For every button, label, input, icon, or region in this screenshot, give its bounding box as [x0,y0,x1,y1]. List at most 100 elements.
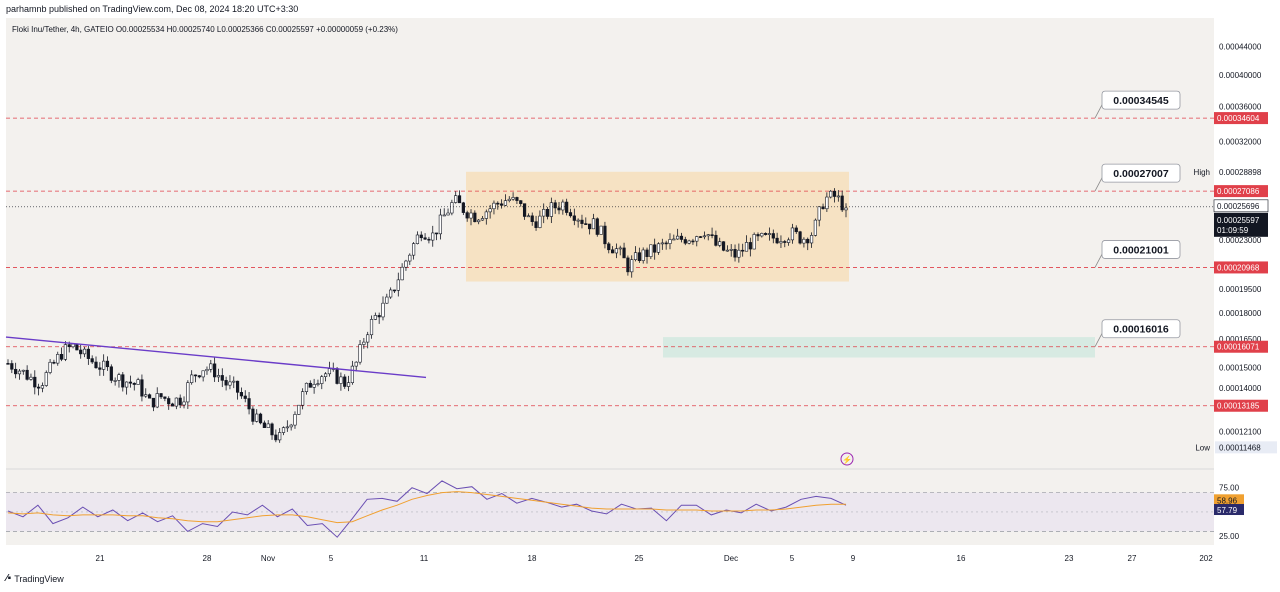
rsi-series-0 [7,480,847,538]
price-axis[interactable] [1214,18,1280,568]
candle-body [607,243,611,251]
candle [714,230,718,247]
x-tick-label: 16 [957,554,966,563]
candle-body [304,382,309,392]
candle [373,312,377,321]
candle [783,239,787,248]
candle [775,232,779,245]
candle-body [687,240,691,244]
candle-body [477,219,481,223]
candle [320,374,324,390]
candle-body [396,279,400,291]
x-tick-label: 28 [203,554,212,563]
candle [224,376,228,391]
candle-body [714,234,718,246]
symbol-name: Floki Inu/Tether, 4h, GATEIO [12,25,114,34]
candle-body [323,373,328,377]
candle-body [676,235,680,240]
candle-body [86,348,90,359]
candle [354,361,358,372]
candle [190,370,194,385]
candle-body [59,354,64,360]
candle [595,217,599,237]
candle-body [787,239,791,243]
level-badge-4 [1214,399,1268,412]
candle-body [565,201,569,213]
candle-body [603,225,607,245]
high-label: High [1194,168,1210,177]
candle [151,397,156,412]
candle [136,377,140,385]
candle [201,370,205,382]
candle [473,210,477,223]
candle [840,190,844,212]
candle-body [10,363,14,370]
candle [653,238,657,260]
candle-body [170,403,175,407]
candle [377,312,381,324]
lightning-glyph: ⚡ [842,455,852,465]
candle-body [297,404,301,415]
candle [836,190,840,202]
x-tick-label: Nov [261,554,275,563]
candle-body [125,381,129,388]
candle [343,374,347,389]
rsi-ma-value: 58.96 [1217,496,1238,505]
candle [660,238,664,250]
x-tick-label: 5 [790,554,795,563]
candle-body [132,382,136,385]
candle [442,208,446,217]
candle [197,375,201,379]
candle-body [209,363,213,370]
candle [381,296,385,321]
level-badge-label-0: 0.00034604 [1217,114,1260,123]
callout-label-0: 0.00034545 [1113,95,1169,107]
y-tick-label: 0.00019500 [1219,285,1262,294]
candle [304,382,309,395]
candle-body [350,365,354,383]
candle-body [52,361,56,364]
callout-label-1: 0.00027007 [1113,168,1169,180]
candle-body [262,422,266,428]
candle-body [56,354,60,364]
candle-body [136,379,140,385]
candle-body [480,218,485,221]
y-tick-label: 0.00044000 [1219,42,1262,51]
candle-body [366,334,370,343]
candle-body [381,302,385,318]
candle-body [82,348,87,355]
candle [465,210,469,222]
candle-body [752,234,756,250]
candle [649,244,653,260]
time-axis[interactable] [6,545,1214,568]
chart-pane[interactable] [6,18,1214,568]
candle [599,225,603,235]
level-badge-0 [1214,112,1268,125]
candle [109,364,113,384]
tradingview-mark-icon: ⁄▪ [6,573,12,584]
candle-body [415,234,420,244]
candle-body [522,203,527,217]
candle [821,203,825,210]
candle-body [243,395,247,399]
callout-box-1 [1101,163,1181,183]
rsi-series-1 [7,491,846,524]
candle-body [679,235,684,240]
candle-body [817,206,821,221]
candle [346,375,351,392]
candle-body [633,252,638,260]
candle [626,255,630,276]
candle [561,199,565,215]
candle-body [832,190,837,197]
candle [205,366,209,375]
candle-body [182,401,186,406]
candle [159,393,163,399]
candle-body [216,375,221,378]
bar-countdown: 01:09:59 [1217,226,1249,235]
tradingview-logo[interactable]: ⁄▪ TradingView [6,573,64,584]
candle-body [588,223,592,230]
candle-body [511,197,515,200]
symbol-legend: Floki Inu/Tether, 4h, GATEIO O0.00025534… [12,25,398,34]
candle-body [488,208,492,213]
